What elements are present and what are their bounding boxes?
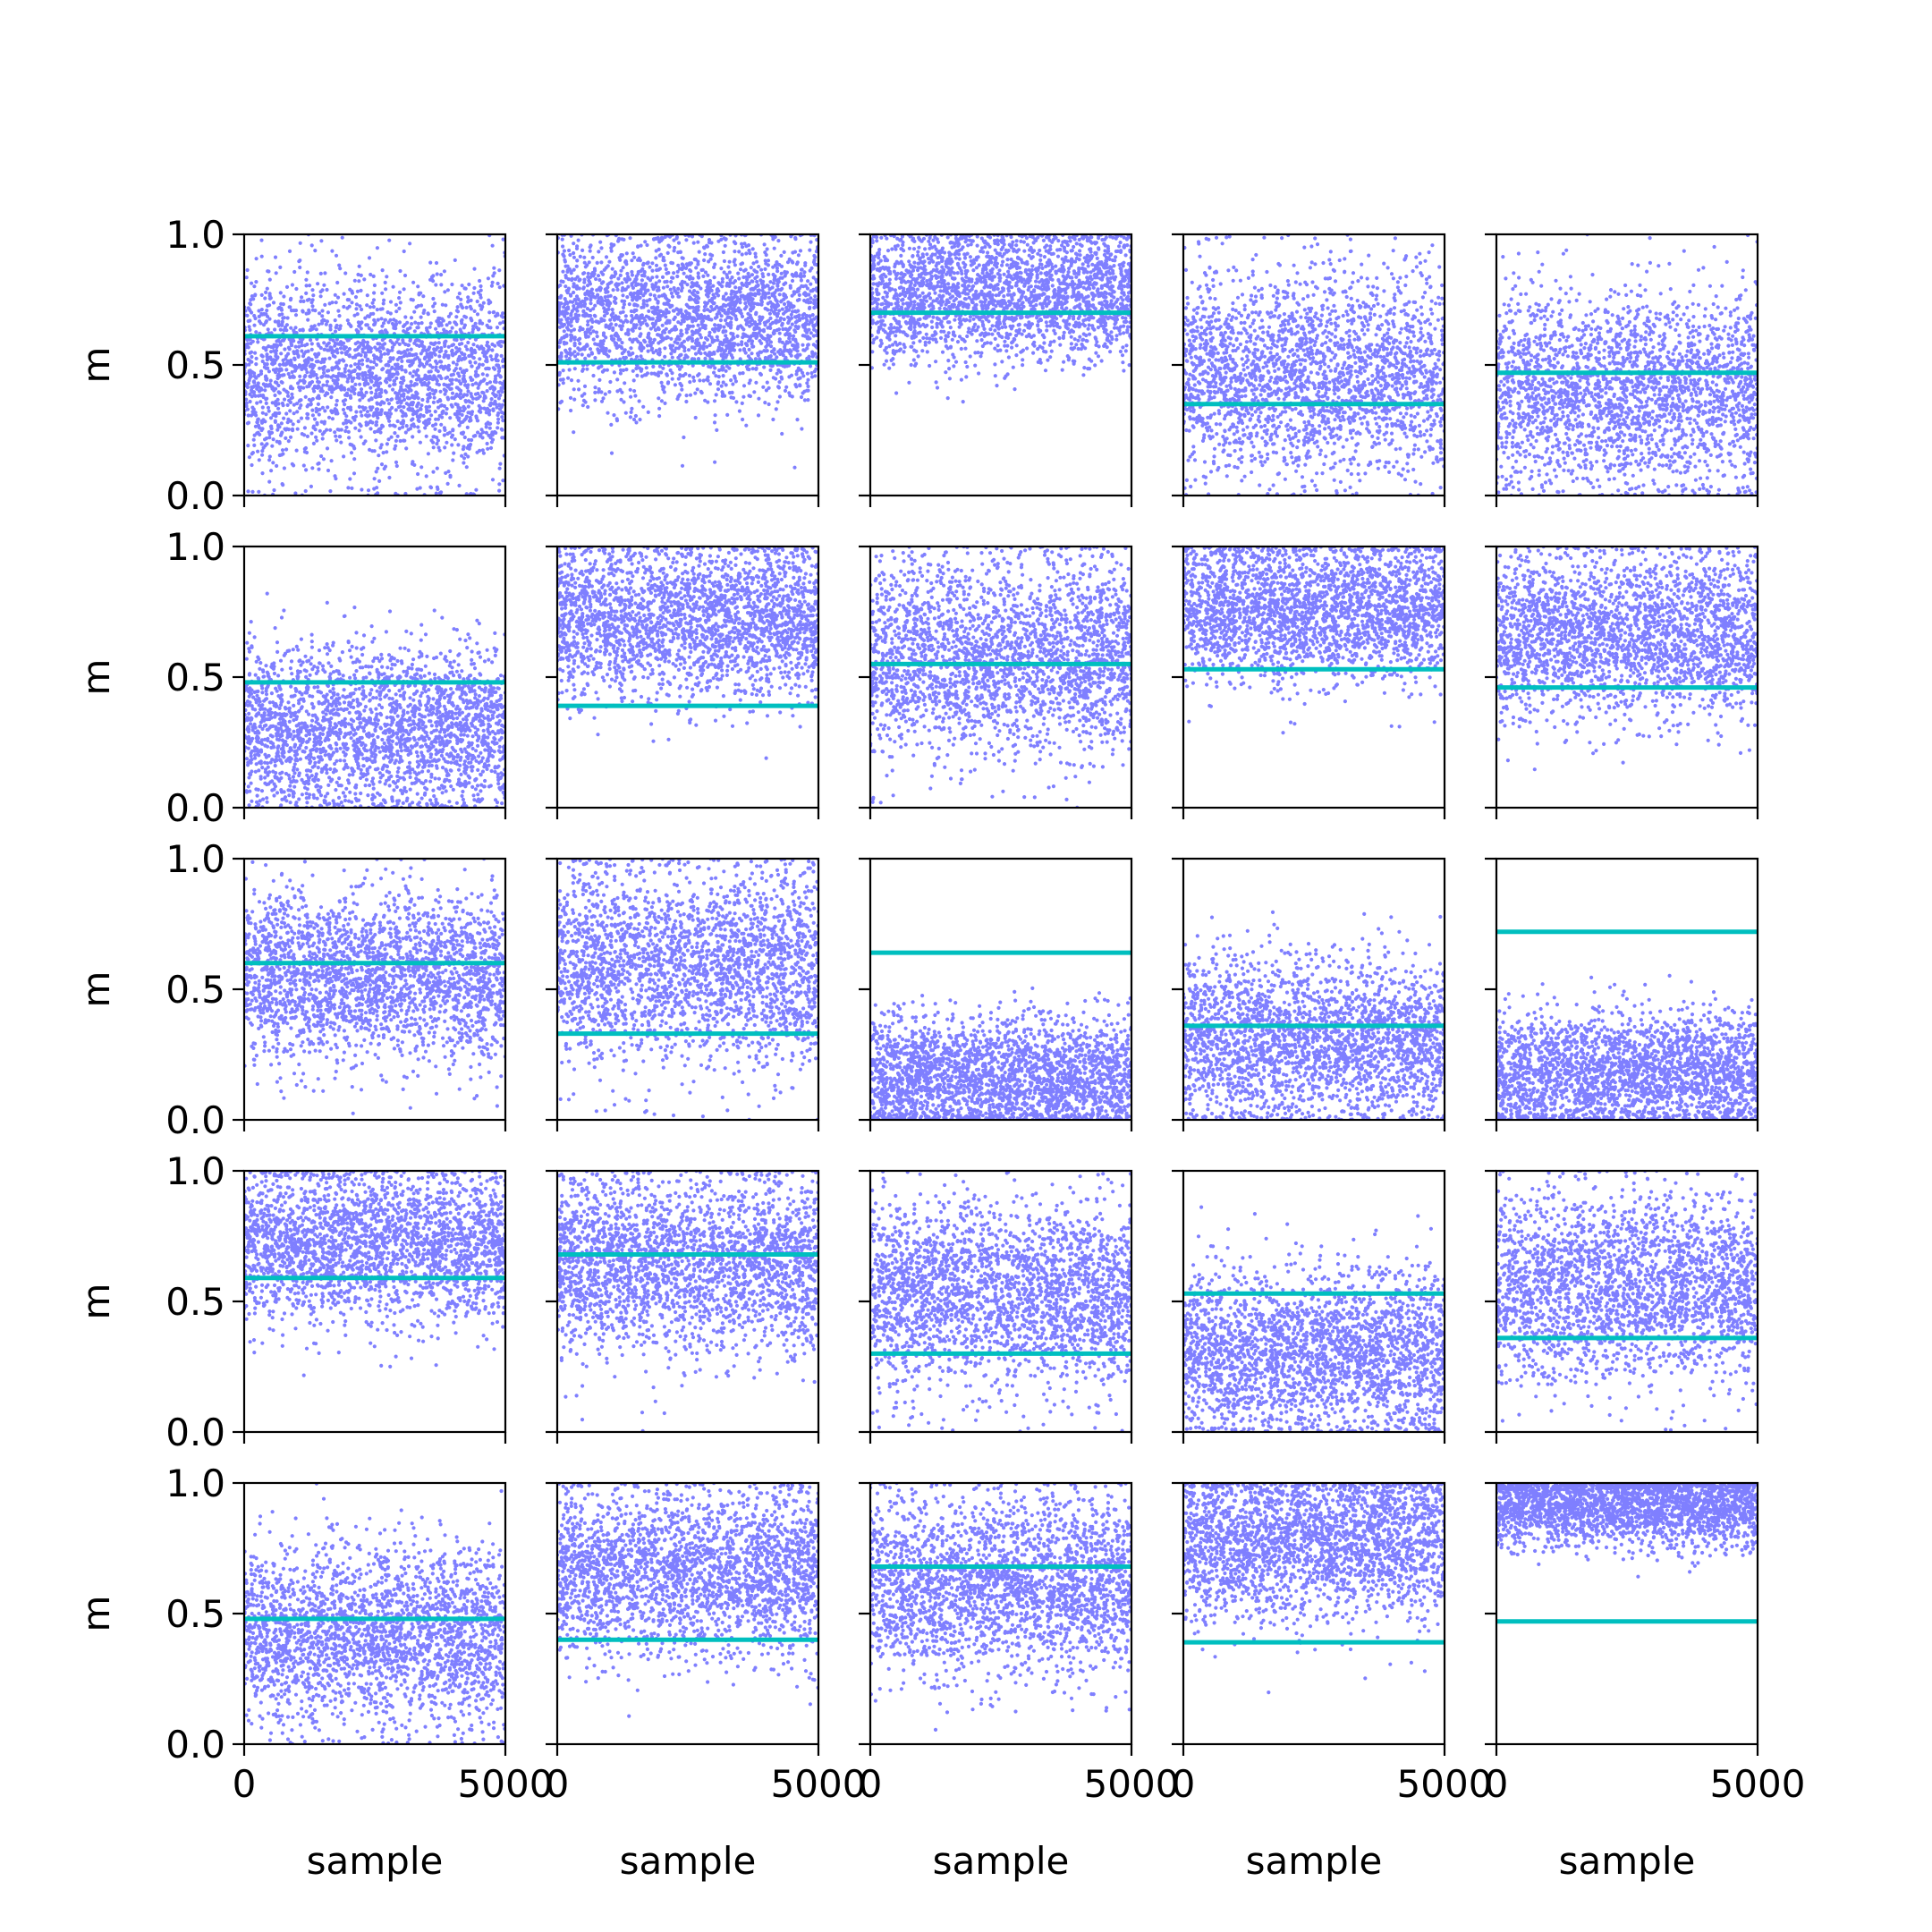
y-tick-label: 1.0: [165, 1149, 225, 1193]
scatter-points: [557, 859, 818, 1120]
y-axis-label: m: [74, 1596, 118, 1632]
y-axis-label: m: [74, 971, 118, 1008]
subplot-r5-c3: 0 5000 sample: [859, 1481, 1180, 1883]
scatter-points: [870, 1483, 1131, 1732]
x-axis-label: sample: [620, 1839, 757, 1883]
x-tick-label: 5000: [771, 1762, 867, 1806]
x-tick-label: 0: [1485, 1762, 1509, 1806]
y-tick-label: 0.0: [165, 1411, 225, 1454]
y-tick-label: 0.5: [165, 343, 225, 387]
scatter-points: [244, 1171, 505, 1377]
subplot-r4-c2: [546, 1169, 820, 1444]
x-axis-label: sample: [1246, 1839, 1383, 1883]
subplot-r1-c4: [1172, 233, 1446, 507]
subplot-r2-c1: 0.0 0.5 1.0 m: [74, 525, 507, 830]
x-tick-label: 5000: [1397, 1762, 1493, 1806]
scatter-points: [1183, 910, 1445, 1120]
subplot-r2-c3: [859, 545, 1133, 819]
y-tick-label: 1.0: [165, 837, 225, 881]
scatter-points: [244, 1483, 505, 1744]
scatter-points: [870, 1171, 1131, 1432]
scatter-points: [1496, 547, 1758, 772]
subplot-r4-c1: 0.0 0.5 1.0 m: [74, 1149, 507, 1454]
x-tick-label: 0: [859, 1762, 883, 1806]
subplot-r3-c5: [1485, 857, 1759, 1131]
subplot-r5-c4: 0 5000 sample: [1172, 1481, 1493, 1883]
subplot-r1-c5: [1485, 233, 1759, 507]
y-axis-label: m: [74, 347, 118, 384]
y-tick-label: 0.0: [165, 786, 225, 830]
subplot-r3-c3: [859, 857, 1133, 1131]
scatter-points: [1496, 1483, 1758, 1579]
y-axis-label: m: [74, 1284, 118, 1320]
subplot-r3-c1: 0.0 0.5 1.0 m: [74, 837, 507, 1142]
x-axis-label: sample: [933, 1839, 1070, 1883]
x-axis-label: sample: [1559, 1839, 1696, 1883]
scatter-points: [870, 986, 1131, 1120]
x-tick-label: 5000: [1710, 1762, 1806, 1806]
subplot-r2-c2: [546, 545, 820, 819]
subplot-r5-c2: 0 5000 sample: [546, 1481, 867, 1883]
x-tick-label: 5000: [458, 1762, 554, 1806]
subplot-r3-c4: [1172, 857, 1446, 1131]
x-tick-label: 0: [546, 1762, 570, 1806]
y-tick-label: 0.5: [165, 968, 225, 1012]
scatter-points: [557, 547, 818, 760]
y-tick-label: 1.0: [165, 1462, 225, 1505]
scatter-points: [870, 547, 1131, 808]
scatter-points: [244, 591, 505, 808]
scatter-points: [1183, 1205, 1445, 1432]
subplot-r5-c1: 0.0 0.5 1.0 0 5000 m sample: [74, 1462, 553, 1883]
subplot-r1-c3: [859, 233, 1133, 507]
scatter-points: [1496, 1171, 1758, 1432]
x-axis-label: sample: [307, 1839, 444, 1883]
y-tick-label: 0.5: [165, 1280, 225, 1324]
subplot-r4-c5: [1485, 1169, 1759, 1444]
y-tick-label: 0.5: [165, 1592, 225, 1636]
y-tick-label: 0.0: [165, 474, 225, 518]
scatter-points: [557, 1483, 818, 1718]
y-axis-label: m: [74, 659, 118, 696]
scatter-points: [1183, 1483, 1445, 1695]
subplot-r2-c4: [1172, 545, 1446, 819]
x-tick-label: 0: [233, 1762, 257, 1806]
scatter-points: [1183, 547, 1445, 735]
y-tick-label: 0.0: [165, 1098, 225, 1142]
scatter-points: [1496, 234, 1758, 496]
subplot-r3-c2: [546, 857, 820, 1131]
subplot-r1-c1: 0.0 0.5 1.0 m: [74, 213, 507, 518]
subplot-r4-c4: [1172, 1169, 1446, 1444]
scatter-points: [557, 1171, 818, 1432]
subplot-r5-c5: 0 5000 sample: [1485, 1481, 1806, 1883]
scatter-points: [1496, 973, 1758, 1120]
x-tick-label: 0: [1172, 1762, 1196, 1806]
scatter-points: [244, 859, 505, 1115]
y-tick-label: 1.0: [165, 213, 225, 257]
y-tick-label: 0.0: [165, 1723, 225, 1767]
subplot-r4-c3: [859, 1169, 1133, 1444]
y-tick-label: 1.0: [165, 525, 225, 569]
scatter-points: [1183, 234, 1445, 496]
subplot-r1-c2: [546, 233, 820, 507]
subplot-r2-c5: [1485, 545, 1759, 819]
scatter-points: [870, 234, 1131, 404]
scatter-points: [244, 234, 505, 496]
panels-layer: 0.0 0.5 1.0 m 0.0 0.5 1.0 m 0.0 0.5 1.0 m 0.0 0.5 1.0 m…: [74, 213, 1805, 1883]
x-tick-label: 5000: [1084, 1762, 1180, 1806]
scatter-points: [557, 234, 818, 470]
y-tick-label: 0.5: [165, 656, 225, 699]
